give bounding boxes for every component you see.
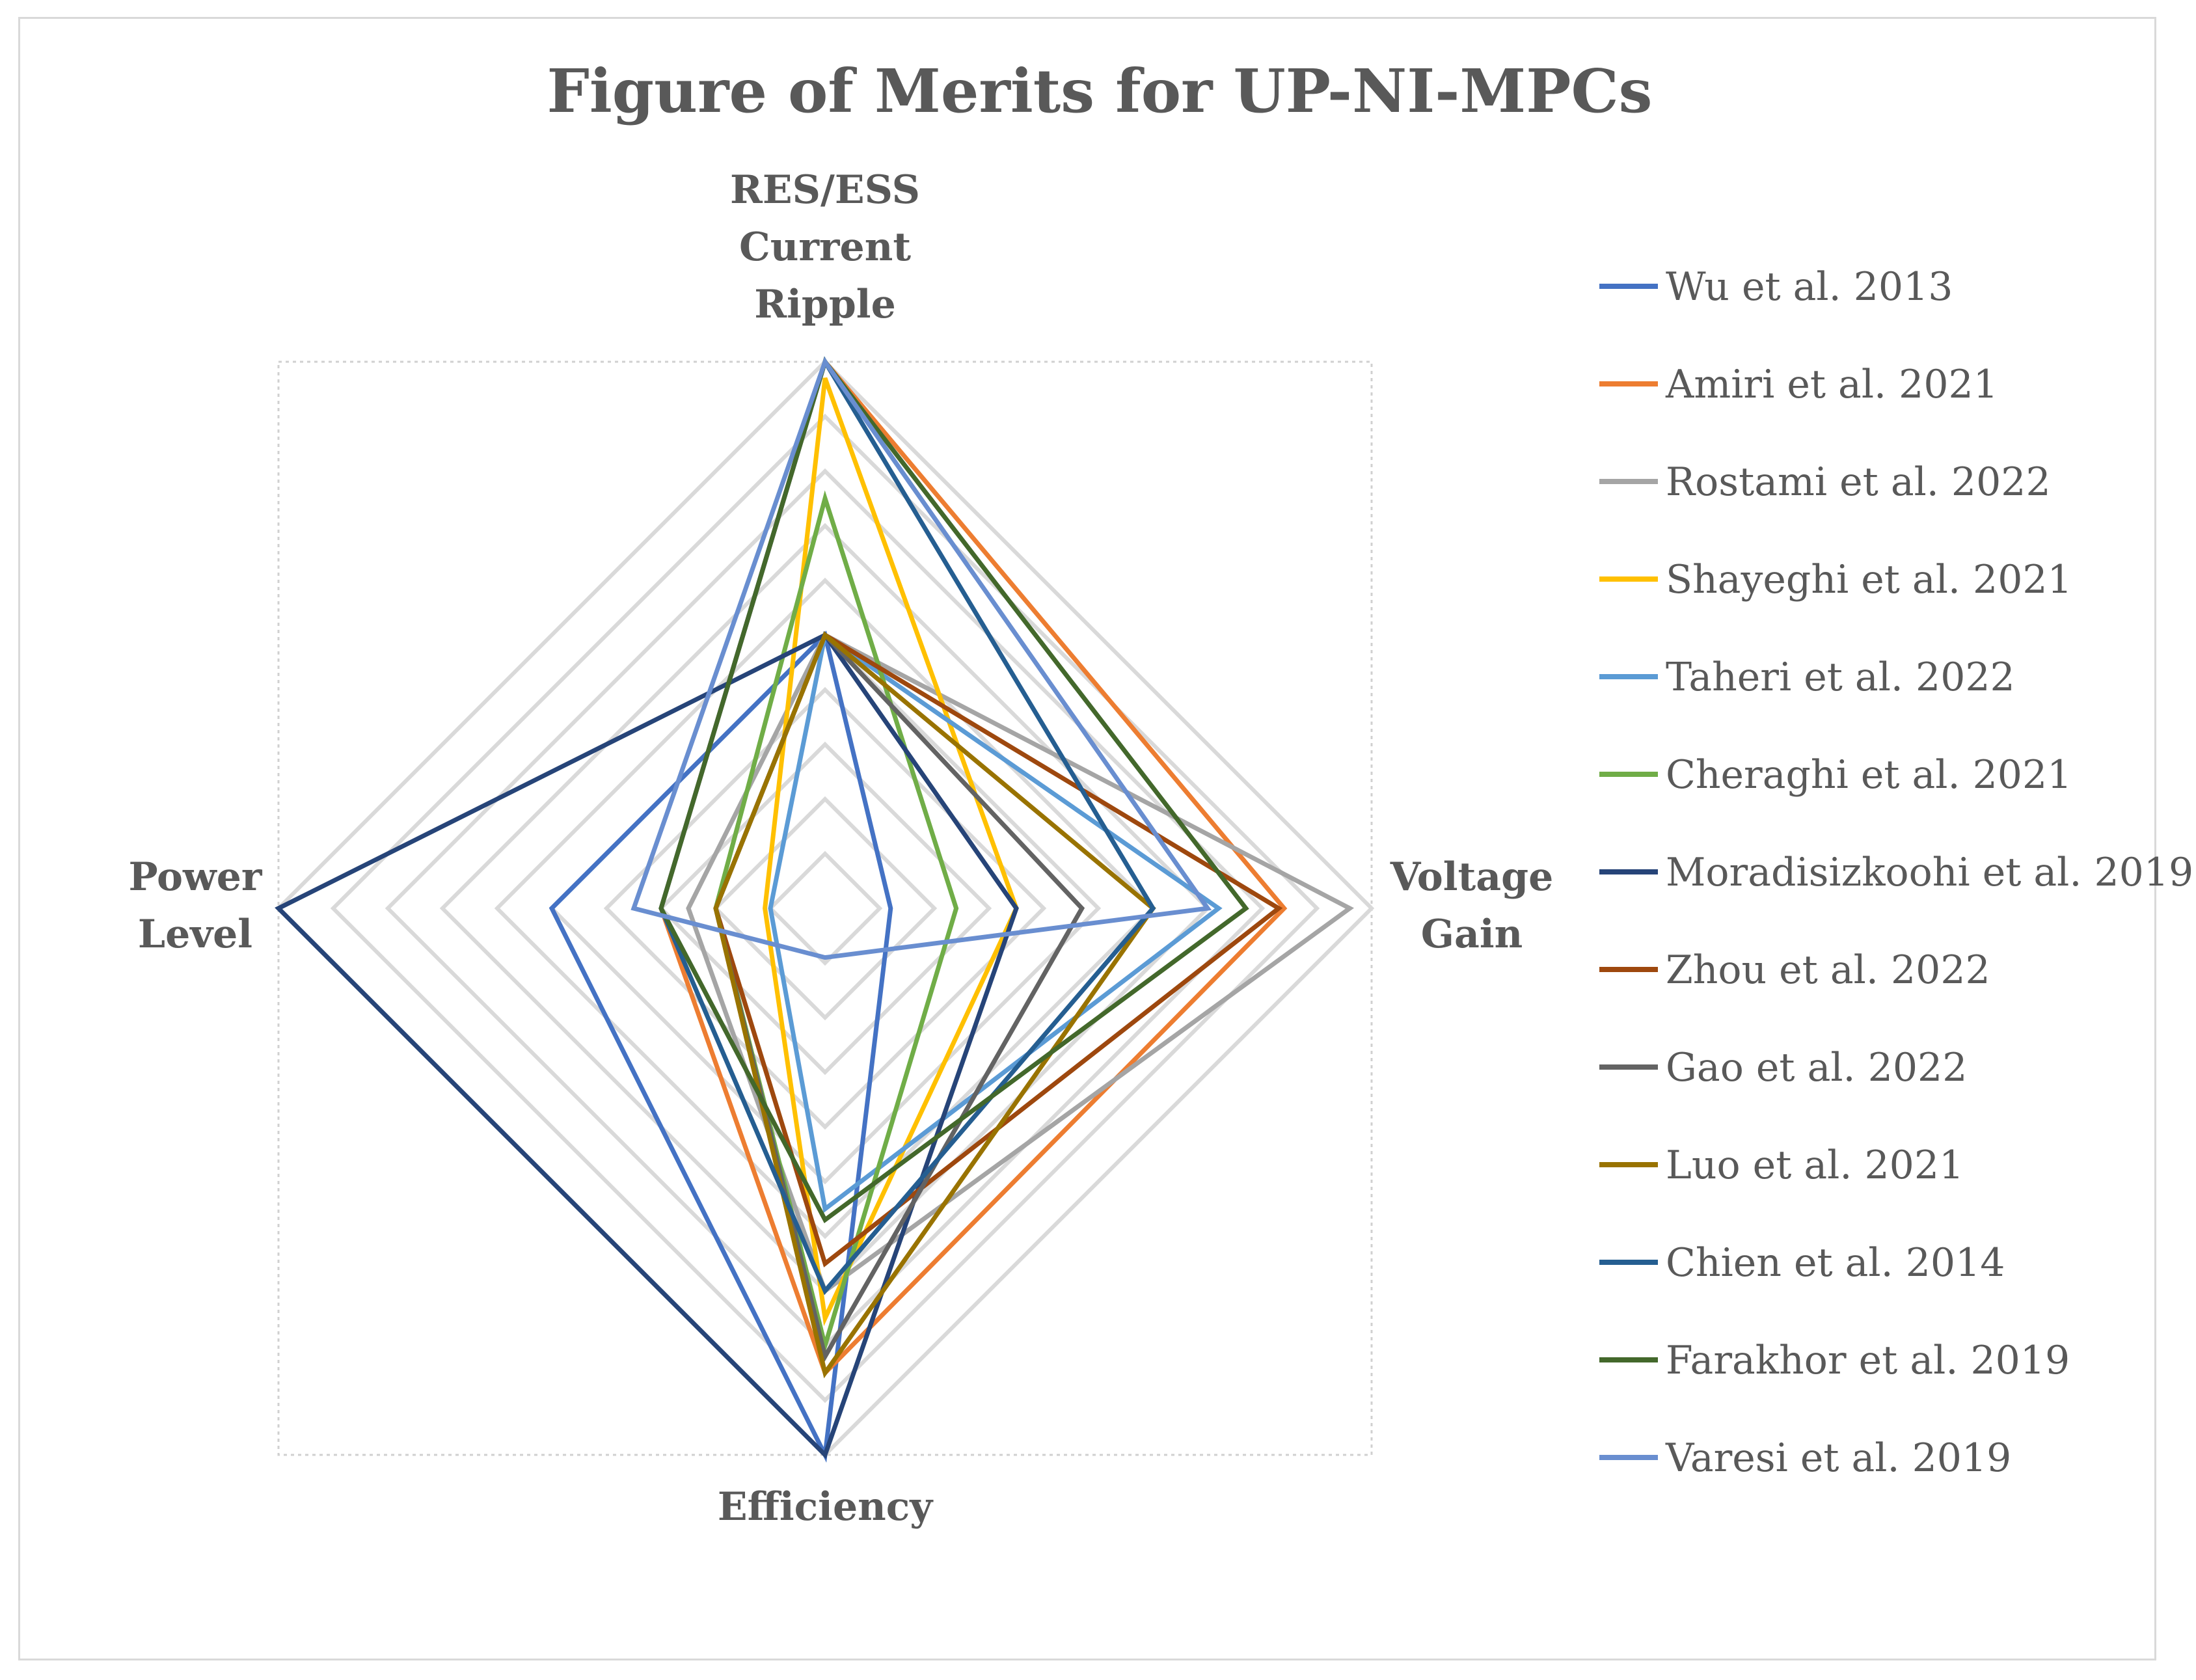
legend-label-2: Rostami et al. 2022 [1666, 459, 2051, 505]
axis-label-line: Current [739, 224, 911, 270]
legend-label-4: Taheri et al. 2022 [1666, 655, 2015, 700]
grid-ring [767, 850, 883, 966]
axis-label-line: RES/ESS [730, 167, 920, 213]
axis-label-line: Efficiency [718, 1484, 934, 1530]
axis-label-line: Voltage [1390, 854, 1554, 900]
axis-label-line: Power [129, 854, 263, 900]
series-12-polygon [630, 357, 1212, 960]
legend-label-0: Wu et al. 2013 [1666, 264, 1953, 310]
series-11-polygon [658, 357, 1249, 1224]
axis-label-power: Power Level [129, 854, 263, 957]
legend-label-7: Zhou et al. 2022 [1666, 947, 1990, 993]
axis-label-line: Ripple [754, 282, 896, 327]
grid-ring [330, 413, 1320, 1403]
chart-title: Figure of Merits for UP-NI-MPCs [547, 56, 1653, 126]
radar-series [275, 356, 1355, 1463]
axis-label-gain: Voltage Gain [1390, 854, 1554, 957]
axis-labels: RES/ESS Current Ripple Voltage Gain Efficienc… [129, 167, 1554, 1530]
axis-label-line: Gain [1421, 912, 1523, 957]
series-6-polygon [275, 632, 1019, 1459]
axis-label-ripple: RES/ESS Current Ripple [730, 167, 920, 327]
axis-label-efficiency: Efficiency [718, 1484, 934, 1530]
legend-label-1: Amiri et al. 2021 [1665, 362, 1998, 407]
legend-label-3: Shayeghi et al. 2021 [1666, 557, 2072, 603]
legend-label-8: Gao et al. 2022 [1666, 1045, 1967, 1091]
grid-ring [385, 468, 1266, 1349]
grid-ring [603, 686, 1047, 1130]
axis-label-line: Level [138, 912, 252, 957]
legend-label-5: Cheraghi et al. 2021 [1666, 752, 2072, 798]
series-4-polygon [768, 631, 1223, 1213]
legend-label-11: Farakhor et al. 2019 [1666, 1338, 2070, 1383]
chart-frame [18, 17, 2156, 1660]
legend-label-12: Varesi et al. 2019 [1665, 1435, 2011, 1481]
grid-ring [712, 796, 938, 1021]
legend-label-6: Moradisizkoohi et al. 2019 [1666, 850, 2193, 895]
legend-label-10: Chien et al. 2014 [1666, 1240, 2005, 1286]
series-5-polygon [713, 490, 959, 1355]
grid-ring [494, 577, 1156, 1240]
series-9-polygon [713, 631, 1156, 1379]
legend-label-9: Luo et al. 2021 [1666, 1143, 1964, 1188]
legend: Wu et al. 2013 Amiri et al. 2021 Rostami e… [1599, 264, 2193, 1481]
